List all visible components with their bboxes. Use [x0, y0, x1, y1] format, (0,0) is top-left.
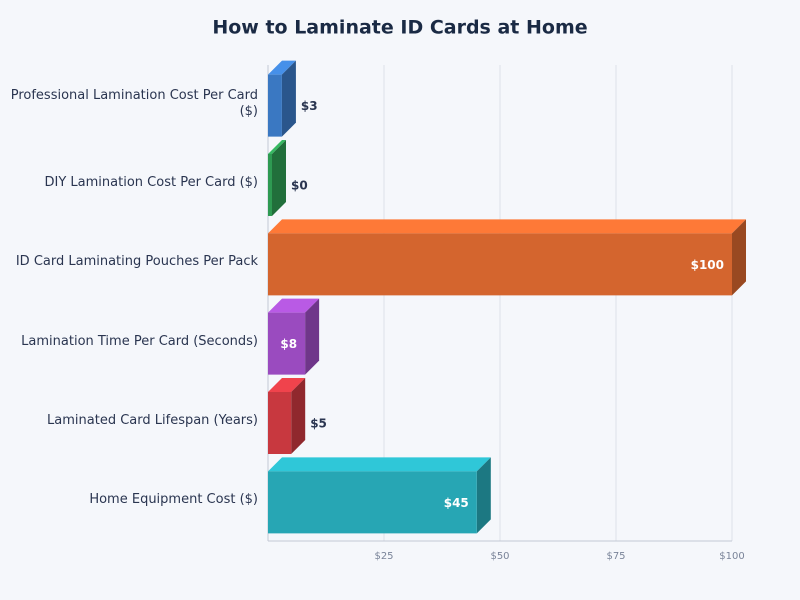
bar-face: [281, 60, 296, 137]
y-tick-label: Home Equipment Cost ($): [89, 492, 258, 508]
bar-face: [268, 312, 306, 375]
bar: [268, 140, 286, 216]
value-label: $0: [291, 179, 308, 193]
bar-face: [268, 378, 306, 392]
y-tick-label: ID Card Laminating Pouches Per Pack: [15, 254, 258, 270]
bar: [268, 378, 306, 454]
x-tick-label: $50: [490, 551, 509, 562]
x-tick-label: $100: [719, 551, 744, 562]
bar-face: [291, 378, 306, 454]
x-tick-label: $25: [374, 551, 393, 562]
y-tick-label: Lamination Time Per Card (Seconds): [21, 333, 258, 349]
bar-face: [268, 60, 296, 75]
value-label: $3: [301, 99, 318, 113]
bar-face: [268, 457, 491, 472]
bar-face: [268, 392, 292, 454]
y-tick-label: Laminated Card Lifespan (Years): [47, 413, 258, 428]
bar-face: [305, 298, 320, 375]
bar: [268, 457, 491, 534]
bar-face: [268, 298, 320, 313]
bar: [268, 60, 296, 137]
bar-face: [268, 140, 286, 154]
y-tick-label: DIY Lamination Cost Per Card ($): [44, 175, 258, 190]
y-tick-label: Professional Lamination Cost Per Card ($…: [10, 87, 258, 119]
bar-face: [268, 154, 272, 216]
bar-face: [476, 457, 491, 534]
x-tick-label: $75: [606, 551, 625, 562]
bar-face: [732, 219, 746, 296]
value-label: $100: [691, 258, 724, 272]
chart-title: How to Laminate ID Cards at Home: [212, 17, 587, 39]
value-label: $45: [444, 496, 469, 510]
bar-face: [268, 233, 732, 296]
bar: [268, 219, 746, 296]
bar-face: [268, 74, 282, 137]
bar-face: [268, 471, 477, 534]
bar-face: [268, 219, 746, 234]
value-label: $5: [310, 417, 327, 431]
bar-face: [272, 140, 286, 216]
bar: [268, 298, 320, 375]
value-label: $8: [280, 337, 297, 351]
